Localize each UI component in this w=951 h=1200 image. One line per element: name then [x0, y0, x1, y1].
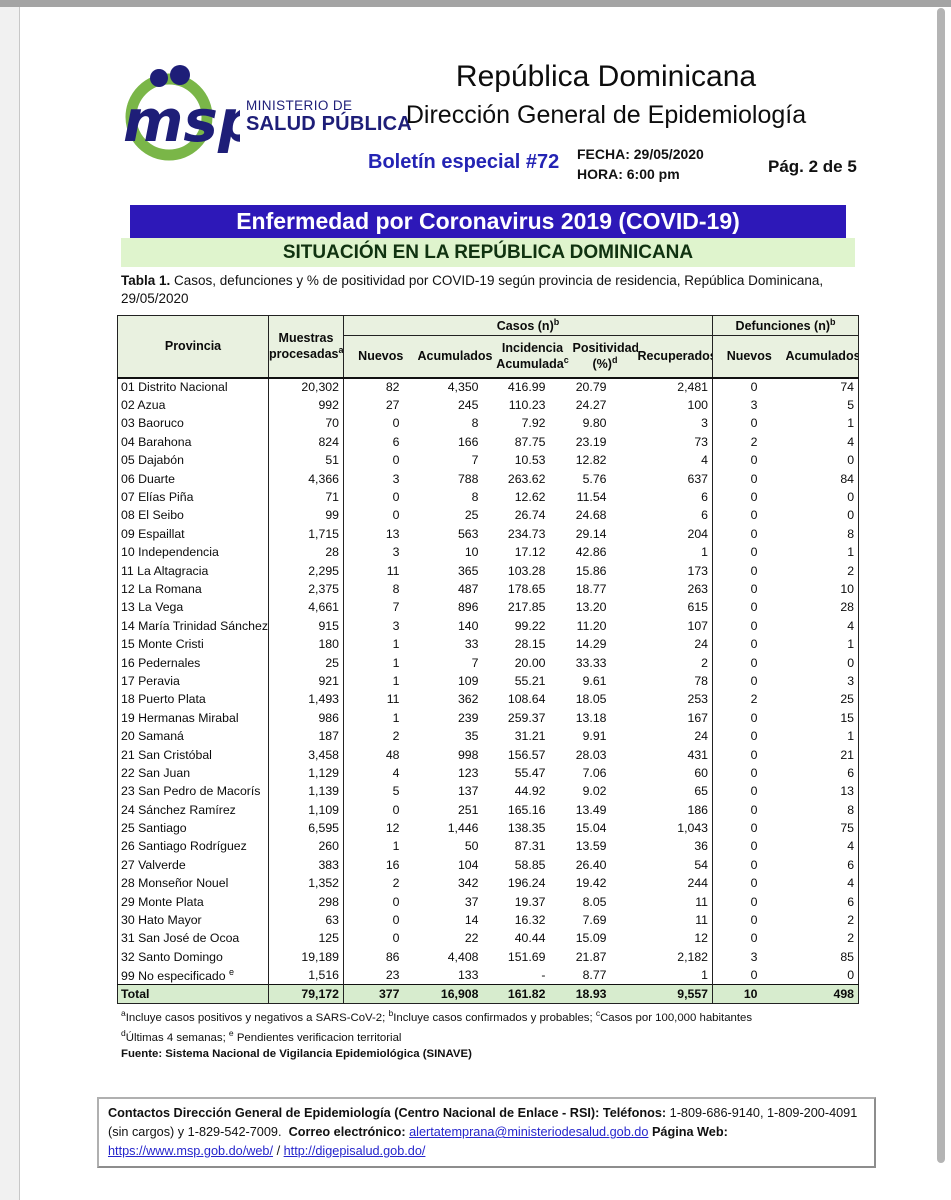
phones-label: Teléfonos:: [602, 1106, 667, 1120]
ministry-line1: MINISTERIO DE: [246, 98, 353, 113]
group-header-casos: Casos (n)b: [343, 315, 714, 336]
table-row: 12 La Romana 2,375 8 487 178.65 18.77 263 0 10: [117, 579, 859, 599]
table-row: 10 Independencia 28 3 10 17.12 42.86 1 0 1: [117, 543, 859, 562]
ministry-line2: SALUD PÚBLICA: [246, 113, 412, 135]
table-row: 24 Sánchez Ramírez 1,109 0 251 165.16 13.49 18…: [117, 800, 859, 819]
web-link-msp[interactable]: https://www.msp.gob.do/web/: [108, 1144, 274, 1159]
table-row: 19 Hermanas Mirabal 986 1 239 259.37 13.18 167…: [117, 708, 859, 727]
total-row: Total 79,172 377 16,908 161.82 18.93 9,5…: [117, 983, 859, 1004]
col-header-provincia: Provincia: [117, 315, 269, 379]
table-row: 05 Dajabón 51 0 7 10.53 12.82 4 0 0: [117, 451, 859, 470]
group-header-defunciones: Defunciones (n)b: [712, 315, 859, 336]
table-row: 28 Monseñor Nouel 1,352 2 342 196.24 19.42 244…: [117, 874, 859, 893]
col-header-muestras: Muestras procesadasa: [268, 315, 344, 379]
hora-label: HORA: 6:00 pm: [577, 165, 680, 182]
table-row: 16 Pedernales 25 1 7 20.00 33.33 2 0 0: [117, 653, 859, 672]
table-row: 99 No especificado e 1,516 23 133-8.77 1 0 0: [117, 966, 859, 985]
footnote-line2: dÚltimas 4 semanas; e Pendientes verific…: [121, 1027, 402, 1044]
document-titles: República Dominicana Dirección General d…: [350, 60, 862, 130]
source-note: Fuente: Sistema Nacional de Vigilancia E…: [121, 1047, 472, 1060]
table-row: 17 Peravia 921 1 109 55.21 9.61 78 0 3: [117, 671, 859, 691]
top-border-bar: [0, 0, 951, 7]
web-separator: /: [276, 1144, 281, 1159]
table-row: 32 Santo Domingo 19,189 86 4,408 151.69 21.87…: [117, 947, 859, 966]
table-row: 22 San Juan 1,129 4 123 55.47 7.06 60 0 6: [117, 763, 859, 783]
col-header-recuperados: Recuperados: [637, 335, 714, 379]
table-row: 06 Duarte 4,366 3 788 263.62 5.76 637 0 84: [117, 469, 859, 488]
page-number: Pág. 2 de 5: [768, 157, 857, 176]
vertical-scrollbar[interactable]: [937, 8, 945, 1163]
table-row: 25 Santiago 6,595 12 1,446 138.35 15.04 1,043 0…: [117, 818, 859, 838]
table-row: 03 Baoruco 70 0 8 7.92 9.80 3 0 1: [117, 414, 859, 433]
fecha-label: FECHA: 29/05/2020: [577, 146, 704, 162]
ministry-name: MINISTERIO DE SALUD PÚBLICA: [246, 98, 412, 136]
svg-text:msp: msp: [123, 87, 240, 155]
table-caption-text: Casos, defunciones y % de positividad po…: [121, 273, 824, 306]
table-row: 26 Santiago Rodríguez 260 1 50 87.31 13.59 36 0…: [117, 837, 859, 856]
web-label: Página Web:: [651, 1125, 728, 1140]
col-header-nuevos: Nuevos: [343, 335, 418, 379]
table-row: 31 San José de Ocoa 125 0 22 40.44 15.09 12 0 2: [117, 929, 859, 948]
table-row: 09 Espaillat 1,715 13 563 234.73 29.14 204 0 8: [117, 524, 859, 544]
table-row: 21 San Cristóbal 3,458 48 998 156.57 28.03 431…: [117, 745, 859, 764]
contact-label: Contactos Dirección General de Epidemiol…: [108, 1106, 600, 1120]
contact-info-box: Contactos Dirección General de Epidemiol…: [97, 1097, 876, 1169]
table-row: 23 San Pedro de Macorís 1,139 5 137 44.92 9.0…: [117, 782, 859, 801]
table-row: 29 Monte Plata 298 0 37 19.37 8.05 11 0 6: [117, 892, 859, 911]
table-caption: Tabla 1. Casos, defunciones y % de posit…: [121, 272, 858, 307]
web-link-digepi[interactable]: http://digepisalud.gob.do/: [283, 1144, 426, 1159]
table-row: 30 Hato Mayor 63 0 14 16.32 7.69 11 0 2: [117, 910, 859, 930]
directorate-title: Dirección General de Epidemiología: [405, 101, 807, 129]
email-label: Correo electrónico:: [288, 1125, 406, 1140]
table-body: 01 Distrito Nacional 20,302 82 4,350 416.99 2…: [117, 377, 859, 985]
col-header-def-nuevos: Nuevos: [712, 335, 786, 379]
covid-title-banner: Enfermedad por Coronavirus 2019 (COVID-1…: [130, 205, 846, 238]
table-row: 27 Valverde 383 16 104 58.85 26.40 54 0 6: [117, 855, 859, 875]
bulletin-number: Boletín especial #72: [368, 151, 560, 173]
table-row: 14 María Trinidad Sánchez 915 3 140 99.22 11.…: [117, 616, 859, 635]
table-footnotes: aIncluye casos positivos y negativos a S…: [121, 1008, 861, 1060]
table-caption-label: Tabla 1.: [121, 273, 171, 288]
col-header-positividad: Positividad (%)d: [572, 335, 638, 379]
msp-logo-icon: msp: [115, 57, 259, 165]
col-header-incidencia: Incidencia Acumuladac: [492, 335, 573, 379]
table-row: 08 El Seibo 99 0 25 26.74 24.68 6 0 0: [117, 506, 859, 525]
country-title: República Dominicana: [455, 60, 757, 93]
table-row: 11 La Altagracia 2,295 11 365 103.28 15.86 173…: [117, 561, 859, 580]
footnote-line1: aIncluye casos positivos y negativos a S…: [121, 1008, 753, 1024]
col-header-acumulados: Acumulados: [417, 335, 493, 379]
table-row: 07 Elías Piña 71 0 8 12.62 11.54 6 0 0: [117, 487, 859, 507]
table-row: 04 Barahona 824 6 166 87.75 23.19 73 2 4: [117, 432, 859, 452]
situation-subtitle-banner: SITUACIÓN EN LA REPÚBLICA DOMINICANA: [121, 238, 855, 267]
table-row: 01 Distrito Nacional 20,302 82 4,350 416.99 2…: [117, 377, 859, 396]
date-time-block: FECHA: 29/05/2020 HORA: 6:00 pm: [577, 145, 704, 184]
table-row: 13 La Vega 4,661 7 896 217.85 13.20 615 0 28: [117, 598, 859, 617]
left-margin-strip: [0, 7, 20, 1200]
table-row: 02 Azua 992 27 245 110.23 24.27 100 3 5: [117, 395, 859, 415]
table-row: 15 Monte Cristi 180 1 33 28.15 14.29 24 0 1: [117, 634, 859, 654]
phones-value: 1-809-686-9140, 1-809-200-4091 (sin carg…: [108, 1106, 858, 1140]
table-row: 20 Samaná 187 2 35 31.21 9.91 24 0 1: [117, 726, 859, 746]
email-link[interactable]: alertatemprana@ministeriodesalud.gob.do: [409, 1125, 649, 1140]
col-header-def-acumulados: Acumulados: [785, 335, 859, 379]
table-row: 18 Puerto Plata 1,493 11 362 108.64 18.05 253 2…: [117, 690, 859, 709]
covid-province-table: Provincia Muestras procesadasa Casos (n)…: [117, 315, 860, 1004]
